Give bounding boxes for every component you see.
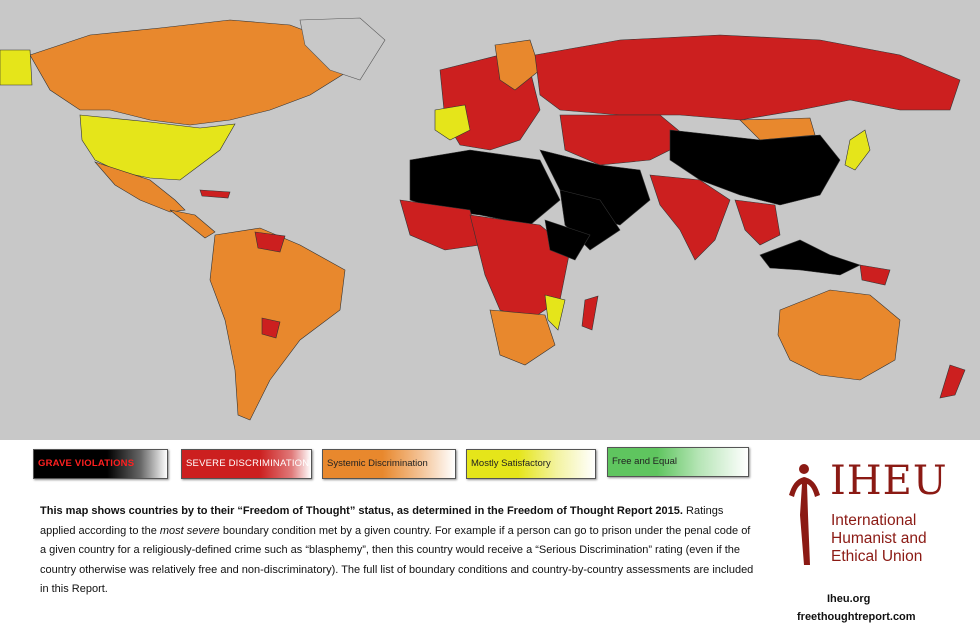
usa-region <box>79 114 236 181</box>
southern-africa-region <box>489 309 556 366</box>
caption-lead: This map shows countries by to their “Fr… <box>40 505 683 517</box>
australia-region <box>777 289 901 381</box>
legend-free-and-equal: Free and Equal <box>607 447 749 477</box>
mongolia-region <box>739 117 816 141</box>
legend-free-label: Free and Equal <box>612 456 677 467</box>
freethought-link[interactable]: freethoughtreport.com <box>797 611 916 623</box>
canada-region <box>29 19 351 126</box>
logo-name-line1: International <box>831 512 917 529</box>
west-africa-region <box>399 199 481 251</box>
japan-region <box>844 129 871 171</box>
scandinavia-region <box>494 39 541 91</box>
caption-emphasis: most severe <box>159 524 220 537</box>
paraguay-region <box>261 317 281 339</box>
legend-grave-violations: GRAVE VIOLATIONS <box>33 449 168 479</box>
legend-severe-label: SEVERE DISCRIMINATION <box>186 458 310 469</box>
central-africa-region <box>469 214 571 321</box>
new-zealand-region <box>939 364 966 399</box>
legend-severe-discrimination: SEVERE DISCRIMINATION <box>181 449 312 479</box>
horn-of-africa-region <box>544 219 591 261</box>
map-caption: This map shows countries by to their “Fr… <box>40 502 755 600</box>
png-region <box>859 264 891 286</box>
logo-letters: IHEU <box>830 458 948 504</box>
central-asia-region <box>559 114 691 166</box>
logo-name-line2: Humanist and <box>831 530 927 547</box>
caption-part2: boundary condition met by a given countr… <box>40 524 754 596</box>
china-region <box>669 129 841 206</box>
south-asia-region <box>649 174 731 261</box>
venezuela-region <box>254 231 286 253</box>
mexico-region <box>94 161 186 213</box>
cuba-region <box>199 189 231 199</box>
madagascar-region <box>581 295 599 331</box>
logo-name-line3: Ethical Union <box>831 548 923 565</box>
legend-mostly-label: Mostly Satisfactory <box>471 458 551 469</box>
southeast-asia-region <box>734 199 781 246</box>
greenland-region <box>299 17 386 81</box>
world-map-svg <box>0 17 966 421</box>
iheu-link[interactable]: Iheu.org <box>827 593 871 605</box>
logo-name: International Humanist and Ethical Union <box>831 512 927 566</box>
world-map <box>0 0 980 440</box>
central-america-region <box>169 209 216 239</box>
legend-mostly-satisfactory: Mostly Satisfactory <box>466 449 596 479</box>
indonesia-region <box>759 239 861 276</box>
western-europe-region <box>434 104 471 141</box>
caption-part1: Ratings applied according to the <box>40 505 724 537</box>
legend-grave-label: GRAVE VIOLATIONS <box>38 458 135 469</box>
iheu-logo-icon <box>789 464 820 565</box>
mozambique-region <box>544 294 566 331</box>
legend-systemic-label: Systemic Discrimination <box>327 458 428 469</box>
russia-region <box>534 34 961 121</box>
legend-systemic-discrimination: Systemic Discrimination <box>322 449 456 479</box>
alaska-region <box>0 49 33 86</box>
